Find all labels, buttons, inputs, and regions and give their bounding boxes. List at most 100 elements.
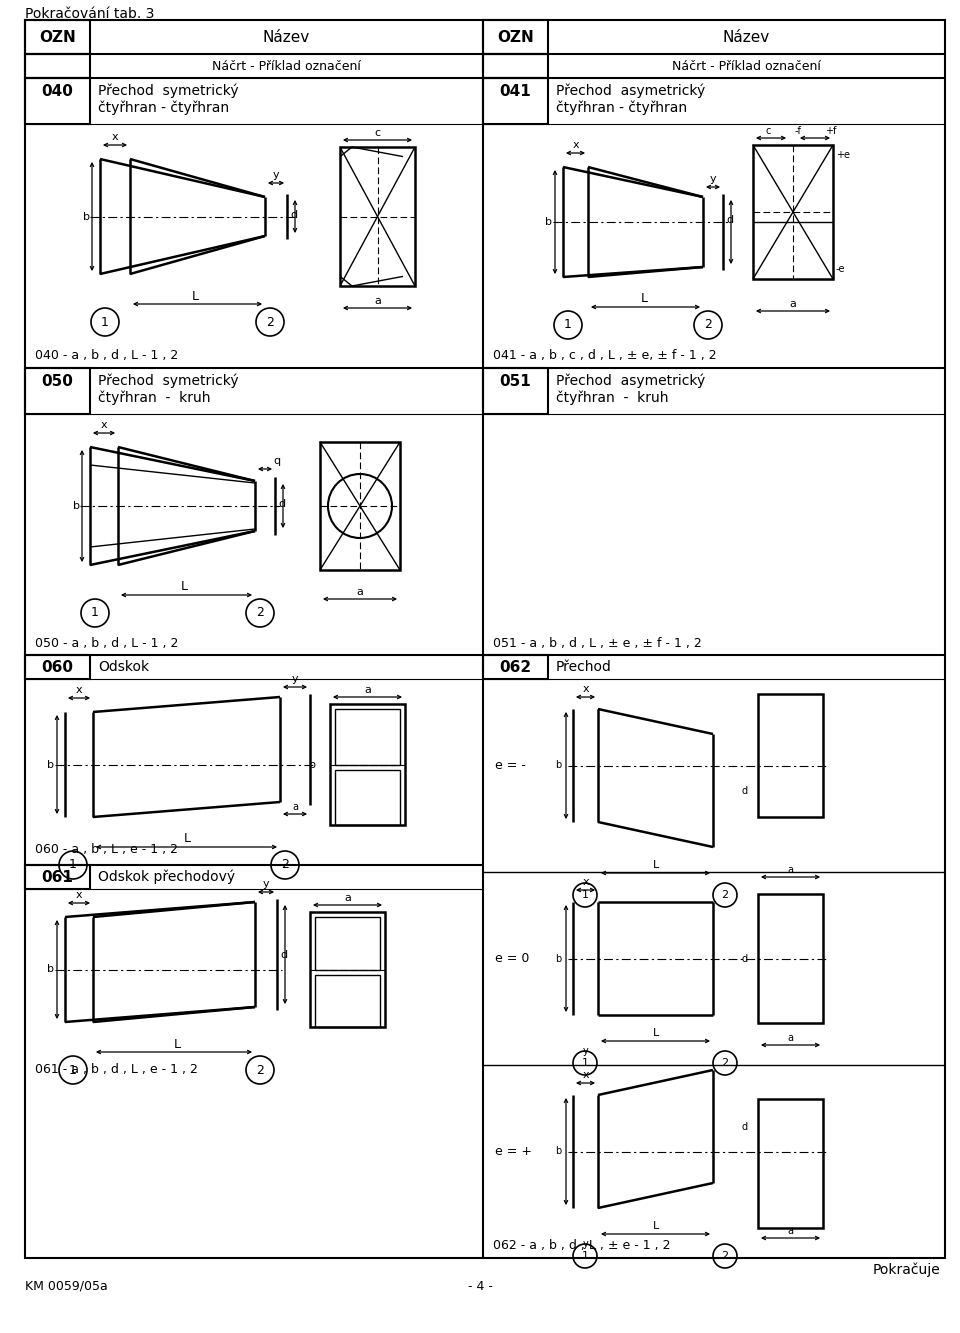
Text: 051 - a , b , d , L , ± e , ± f - 1 , 2: 051 - a , b , d , L , ± e , ± f - 1 , 2 <box>493 636 702 649</box>
Text: a: a <box>344 893 351 902</box>
Text: x: x <box>111 132 118 143</box>
Text: b: b <box>555 1146 561 1157</box>
Text: 2: 2 <box>721 1250 729 1261</box>
Text: x: x <box>76 685 83 694</box>
Text: e = 0: e = 0 <box>495 952 529 965</box>
Text: 1: 1 <box>582 890 588 900</box>
Text: b: b <box>309 760 316 769</box>
Text: a: a <box>789 299 797 309</box>
Text: x: x <box>572 140 579 151</box>
Text: 061: 061 <box>41 869 73 885</box>
Text: OZN: OZN <box>39 29 76 44</box>
Text: 1: 1 <box>91 607 99 620</box>
Text: b: b <box>83 212 89 221</box>
Text: 1: 1 <box>582 1058 588 1068</box>
Text: 061 - a , b , d , L , e - 1 , 2: 061 - a , b , d , L , e - 1 , 2 <box>35 1064 198 1077</box>
Text: L: L <box>653 860 659 870</box>
Text: OZN: OZN <box>497 29 534 44</box>
Text: x: x <box>582 1070 588 1080</box>
Text: 060 - a , b , L , e - 1 , 2: 060 - a , b , L , e - 1 , 2 <box>35 844 178 857</box>
Text: Náčrt - Příklad označení: Náčrt - Příklad označení <box>672 60 821 72</box>
Text: 2: 2 <box>721 1058 729 1068</box>
Text: Přechod  asymetrický: Přechod asymetrický <box>556 373 706 388</box>
Text: Pokračování tab. 3: Pokračování tab. 3 <box>25 7 155 21</box>
Text: c: c <box>765 127 770 136</box>
Text: Náčrt - Příklad označení: Náčrt - Příklad označení <box>212 60 361 72</box>
Text: 050: 050 <box>41 373 73 388</box>
Bar <box>483 79 548 124</box>
Bar <box>335 709 400 765</box>
Text: b: b <box>47 965 55 974</box>
Text: Odskok: Odskok <box>98 660 149 674</box>
Text: y: y <box>263 878 270 889</box>
Text: 050 - a , b , d , L - 1 , 2: 050 - a , b , d , L - 1 , 2 <box>35 636 179 649</box>
Text: 040 - a , b , d , L - 1 , 2: 040 - a , b , d , L - 1 , 2 <box>35 349 179 363</box>
Text: L: L <box>653 1221 659 1230</box>
Bar <box>25 20 90 55</box>
Bar <box>753 145 833 279</box>
Text: Odskok přechodový: Odskok přechodový <box>98 869 235 884</box>
Text: a: a <box>356 587 364 597</box>
Text: x: x <box>101 420 108 431</box>
Text: -f: -f <box>795 127 802 136</box>
Text: c: c <box>374 128 380 139</box>
Text: d: d <box>278 499 285 509</box>
Text: +f: +f <box>825 127 836 136</box>
Text: 041: 041 <box>499 84 532 99</box>
Text: d: d <box>741 785 747 796</box>
Text: a: a <box>292 802 298 812</box>
Bar <box>483 368 548 415</box>
Text: 1: 1 <box>582 1250 588 1261</box>
Text: b: b <box>73 501 80 511</box>
Bar <box>340 147 415 287</box>
Text: 2: 2 <box>256 607 264 620</box>
Text: 062: 062 <box>499 660 532 674</box>
Text: Přechod  symetrický: Přechod symetrický <box>98 373 239 388</box>
Text: Přechod: Přechod <box>556 660 612 674</box>
Bar <box>320 443 400 571</box>
Bar <box>310 912 385 1026</box>
Text: L: L <box>192 289 199 303</box>
Text: Pokračuje: Pokračuje <box>873 1262 940 1277</box>
Text: čtyřhran  -  kruh: čtyřhran - kruh <box>98 391 210 405</box>
Text: 060: 060 <box>41 660 74 674</box>
Text: L: L <box>653 1028 659 1038</box>
Text: a: a <box>374 296 381 307</box>
Text: 2: 2 <box>704 319 712 332</box>
Text: a: a <box>364 685 371 694</box>
Text: 2: 2 <box>266 316 274 328</box>
Text: 051: 051 <box>499 373 532 388</box>
Text: e = -: e = - <box>495 758 526 772</box>
Text: KM 0059/05a: KM 0059/05a <box>25 1280 108 1293</box>
Text: +e: +e <box>836 151 850 160</box>
Text: Přechod  asymetrický: Přechod asymetrický <box>556 84 706 99</box>
Bar <box>483 55 548 79</box>
Bar <box>315 917 380 969</box>
Text: d: d <box>726 215 733 225</box>
Text: -e: -e <box>836 264 846 275</box>
Text: - 4 -: - 4 - <box>468 1280 492 1293</box>
Text: b: b <box>545 217 553 227</box>
Bar <box>25 55 90 79</box>
Bar <box>758 1098 823 1228</box>
Text: 041 - a , b , c , d , L , ± e, ± f - 1 , 2: 041 - a , b , c , d , L , ± e, ± f - 1 ,… <box>493 349 716 363</box>
Text: čtyřhran - čtyřhran: čtyřhran - čtyřhran <box>556 101 687 115</box>
Bar <box>483 655 548 678</box>
Text: q: q <box>274 456 280 467</box>
Text: y: y <box>583 1046 588 1056</box>
Bar <box>330 704 405 825</box>
Text: L: L <box>174 1037 181 1050</box>
Text: L: L <box>640 292 648 305</box>
Text: y: y <box>583 1238 588 1249</box>
Text: L: L <box>181 580 188 593</box>
Text: Název: Název <box>723 29 770 44</box>
Bar <box>758 694 823 817</box>
Text: y: y <box>273 171 279 180</box>
Text: b: b <box>555 953 561 964</box>
Text: Přechod  symetrický: Přechod symetrický <box>98 84 239 99</box>
Text: 062 - a , b , d , L , ± e - 1 , 2: 062 - a , b , d , L , ± e - 1 , 2 <box>493 1240 670 1253</box>
Bar <box>315 974 380 1026</box>
Text: d: d <box>290 209 298 220</box>
Text: a: a <box>787 1033 794 1042</box>
Text: y: y <box>709 175 716 184</box>
